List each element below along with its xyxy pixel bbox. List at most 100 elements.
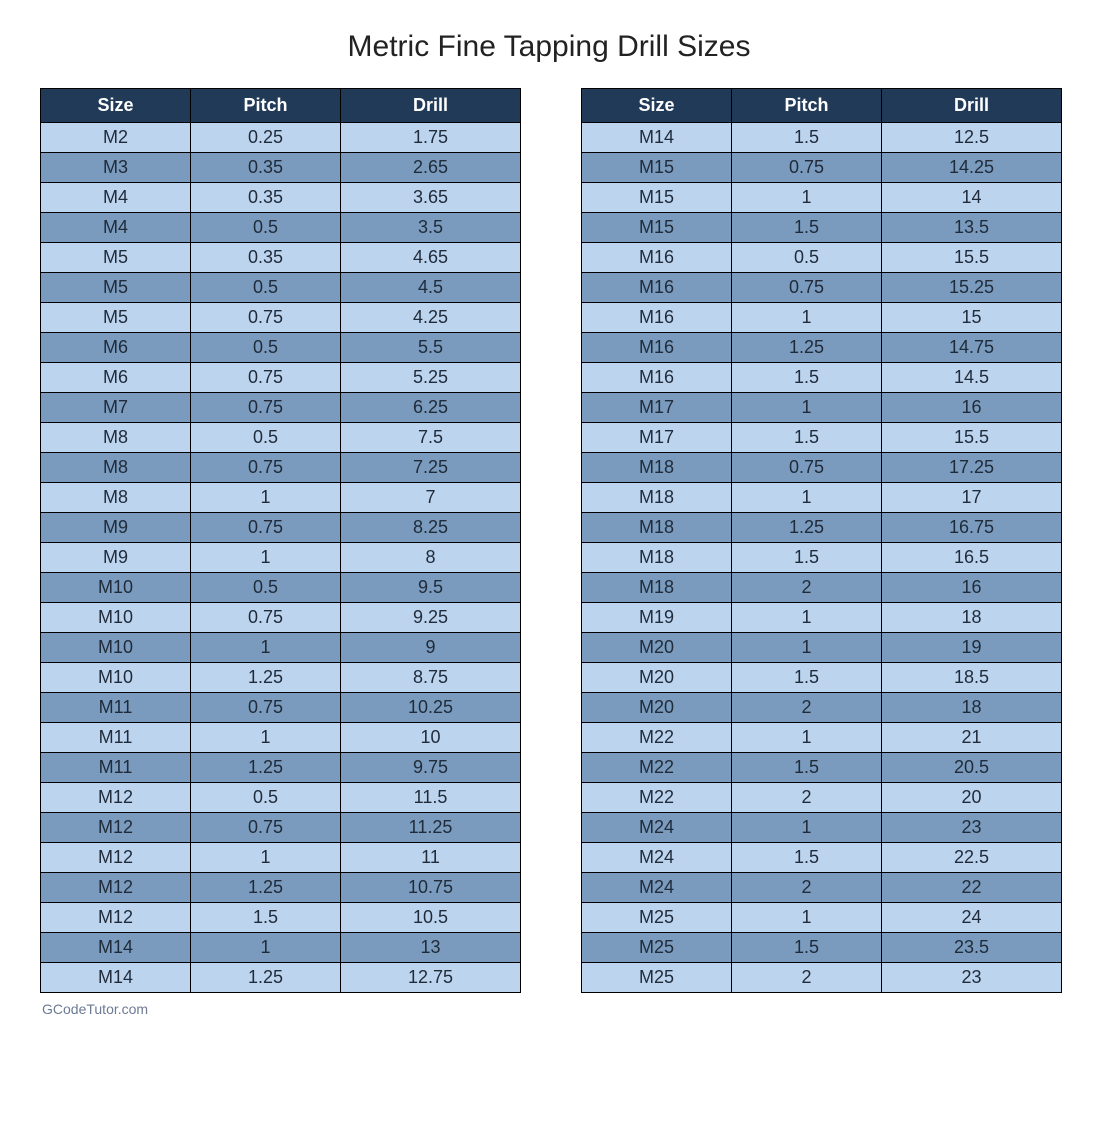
table-cell: 14 (882, 183, 1062, 213)
table-cell: 11.25 (341, 813, 521, 843)
table-cell: 12.5 (882, 123, 1062, 153)
table-cell: 1.75 (341, 123, 521, 153)
table-cell: M12 (41, 903, 191, 933)
table-cell: M7 (41, 393, 191, 423)
table-cell: 16.75 (882, 513, 1062, 543)
table-row: M110.7510.25 (41, 693, 521, 723)
table-cell: 15.25 (882, 273, 1062, 303)
table-cell: 16 (882, 573, 1062, 603)
table-cell: 17.25 (882, 453, 1062, 483)
table-row: M181.2516.75 (582, 513, 1062, 543)
table-cell: M24 (582, 813, 732, 843)
table-row: M18117 (582, 483, 1062, 513)
table-cell: 24 (882, 903, 1062, 933)
table-row: M60.55.5 (41, 333, 521, 363)
table-row: M18216 (582, 573, 1062, 603)
table-cell: 0.5 (191, 783, 341, 813)
table-cell: 23 (882, 813, 1062, 843)
table-row: M50.54.5 (41, 273, 521, 303)
table-cell: 1.5 (191, 903, 341, 933)
table-row: M160.515.5 (582, 243, 1062, 273)
table-cell: 1.25 (732, 513, 882, 543)
table-cell: 10 (341, 723, 521, 753)
table-row: M101.258.75 (41, 663, 521, 693)
table-cell: 5.5 (341, 333, 521, 363)
table-cell: M6 (41, 363, 191, 393)
table-row: M50.354.65 (41, 243, 521, 273)
table-cell: 0.75 (732, 273, 882, 303)
table-cell: 1 (732, 303, 882, 333)
table-cell: 10.25 (341, 693, 521, 723)
table-cell: M11 (41, 753, 191, 783)
table-cell: 1.5 (732, 123, 882, 153)
table-cell: 0.75 (191, 603, 341, 633)
table-cell: 3.5 (341, 213, 521, 243)
table-cell: 1 (191, 543, 341, 573)
table-cell: M25 (582, 933, 732, 963)
column-header: Pitch (191, 89, 341, 123)
table-row: M20218 (582, 693, 1062, 723)
page: Metric Fine Tapping Drill Sizes SizePitc… (0, 0, 1098, 1027)
table-cell: M24 (582, 843, 732, 873)
table-row: M918 (41, 543, 521, 573)
table-cell: M5 (41, 273, 191, 303)
table-cell: 8 (341, 543, 521, 573)
table-cell: 15 (882, 303, 1062, 333)
table-cell: 13.5 (882, 213, 1062, 243)
table-cell: M8 (41, 423, 191, 453)
table-cell: 22 (882, 873, 1062, 903)
table-cell: M12 (41, 873, 191, 903)
table-cell: M14 (41, 963, 191, 993)
table-cell: 1.25 (191, 873, 341, 903)
table-cell: 2 (732, 963, 882, 993)
table-cell: 0.75 (191, 393, 341, 423)
column-header: Drill (882, 89, 1062, 123)
table-cell: 1.5 (732, 933, 882, 963)
column-header: Size (41, 89, 191, 123)
table-cell: M8 (41, 453, 191, 483)
table-cell: 16 (882, 393, 1062, 423)
table-cell: M4 (41, 213, 191, 243)
table-cell: 19 (882, 633, 1062, 663)
footer-credit: GCodeTutor.com (40, 1001, 1058, 1017)
drill-table-right: SizePitchDrillM141.512.5M150.7514.25M151… (581, 88, 1062, 993)
table-row: M120.511.5 (41, 783, 521, 813)
table-cell: M12 (41, 813, 191, 843)
table-cell: 1.5 (732, 213, 882, 243)
column-header: Drill (341, 89, 521, 123)
column-header: Pitch (732, 89, 882, 123)
drill-table-left: SizePitchDrillM20.251.75M30.352.65M40.35… (40, 88, 521, 993)
table-row: M251.523.5 (582, 933, 1062, 963)
table-cell: 1 (732, 393, 882, 423)
table-cell: 7.25 (341, 453, 521, 483)
table-cell: M16 (582, 333, 732, 363)
table-cell: M16 (582, 363, 732, 393)
table-cell: 0.75 (191, 363, 341, 393)
table-cell: M12 (41, 843, 191, 873)
table-cell: 1 (732, 633, 882, 663)
table-row: M15114 (582, 183, 1062, 213)
table-cell: 23 (882, 963, 1062, 993)
table-row: M100.759.25 (41, 603, 521, 633)
table-cell: 0.75 (191, 513, 341, 543)
table-row: M30.352.65 (41, 153, 521, 183)
table-row: M141.2512.75 (41, 963, 521, 993)
table-cell: M17 (582, 393, 732, 423)
table-cell: 10.5 (341, 903, 521, 933)
table-row: M161.514.5 (582, 363, 1062, 393)
table-row: M24222 (582, 873, 1062, 903)
table-cell: 0.25 (191, 123, 341, 153)
table-cell: M19 (582, 603, 732, 633)
table-row: M111.259.75 (41, 753, 521, 783)
table-cell: 1 (732, 483, 882, 513)
table-cell: 1.5 (732, 753, 882, 783)
table-row: M14113 (41, 933, 521, 963)
table-cell: M20 (582, 663, 732, 693)
table-row: M90.758.25 (41, 513, 521, 543)
table-cell: M15 (582, 153, 732, 183)
table-row: M201.518.5 (582, 663, 1062, 693)
table-cell: 0.75 (191, 303, 341, 333)
table-cell: 2 (732, 783, 882, 813)
table-row: M70.756.25 (41, 393, 521, 423)
table-row: M19118 (582, 603, 1062, 633)
